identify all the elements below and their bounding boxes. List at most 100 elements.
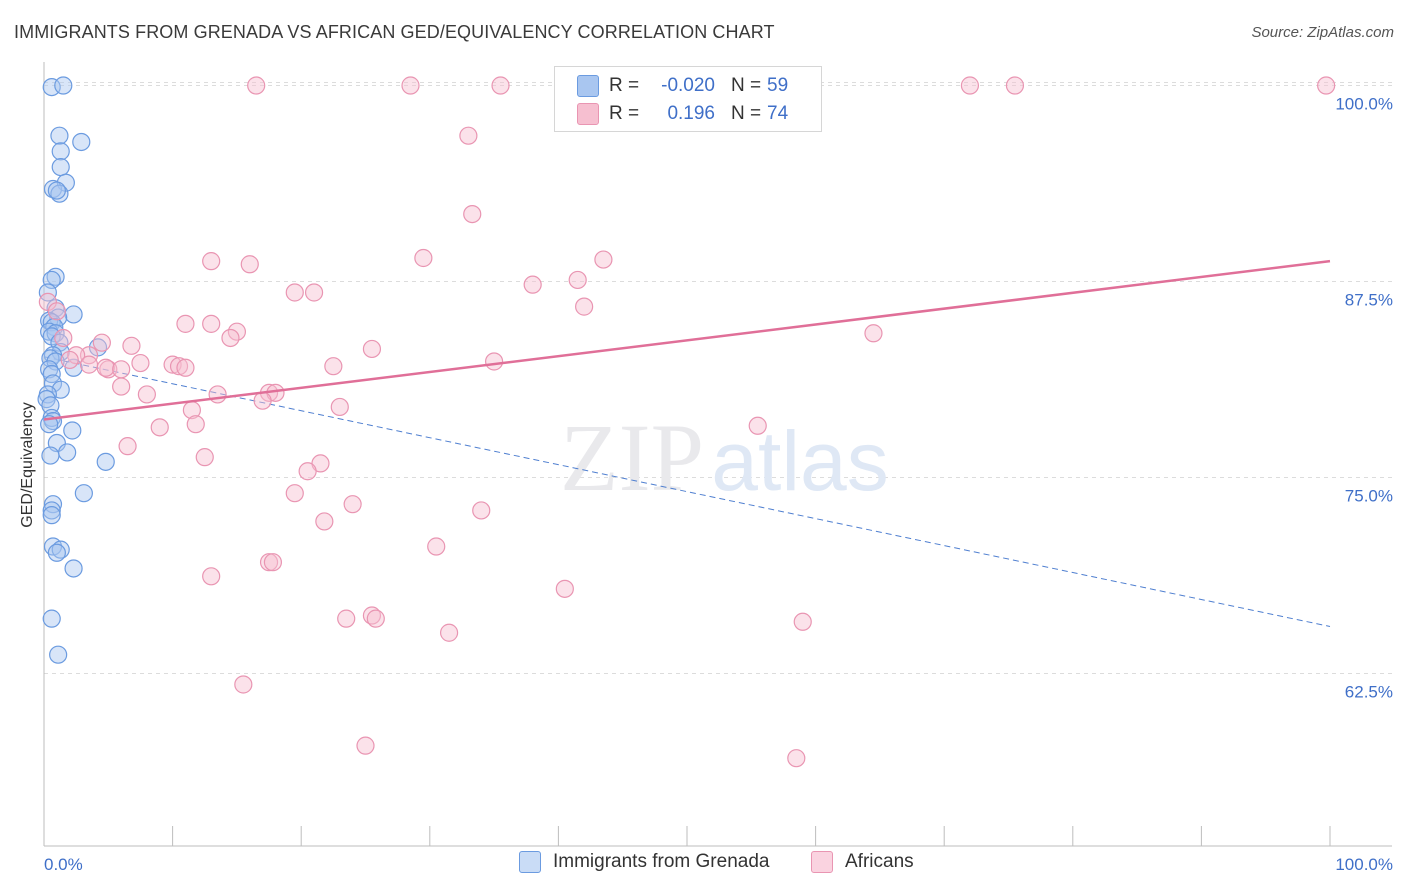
data-point-africans	[96, 358, 115, 377]
legend-label-grenada: Immigrants from Grenada	[553, 851, 770, 872]
n-label: N =	[731, 103, 762, 124]
data-point-africans	[485, 352, 504, 371]
data-point-africans	[362, 339, 382, 359]
data-point-africans	[195, 448, 214, 467]
data-point-africans	[259, 553, 279, 572]
data-point-africans	[169, 357, 189, 376]
data-point-africans	[356, 736, 375, 755]
legend-label-africans: Africans	[845, 851, 914, 872]
data-point-africans	[176, 314, 195, 333]
data-point-africans	[1317, 76, 1336, 95]
r-value: 0.196	[667, 103, 715, 124]
data-point-africans	[285, 484, 304, 503]
data-point-africans	[79, 346, 99, 365]
data-point-africans	[112, 360, 131, 379]
data-point-africans	[202, 252, 221, 271]
legend-row-africans: R = 0.196 N = 74	[577, 101, 788, 127]
series-legend: Immigrants from Grenada Africans	[0, 851, 1406, 879]
data-point-africans	[60, 350, 79, 370]
watermark-zip: ZIP	[560, 404, 704, 511]
data-point-africans	[787, 749, 806, 768]
data-point-grenada	[50, 126, 69, 145]
r-label: R =	[609, 75, 640, 96]
trend-line-africans	[43, 259, 1331, 421]
data-point-grenada	[58, 443, 77, 462]
n-value: 74	[767, 103, 789, 124]
legend-item-africans[interactable]: Africans	[811, 851, 914, 873]
data-point-grenada	[64, 559, 83, 578]
x-tick-label: 0.0%	[44, 855, 83, 874]
data-point-africans	[324, 357, 343, 376]
n-value: 59	[767, 75, 789, 96]
r-label: R =	[609, 103, 640, 124]
data-point-africans	[439, 623, 459, 642]
legend-item-grenada[interactable]: Immigrants from Grenada	[519, 851, 769, 873]
data-point-grenada	[47, 181, 66, 200]
data-point-grenada	[49, 645, 68, 664]
data-point-africans	[315, 512, 334, 531]
data-point-africans	[186, 415, 205, 434]
y-tick-labels: 62.5% 75.0% 87.5% 100.0%	[1335, 95, 1393, 702]
series-africans-points	[38, 76, 1336, 768]
y-tick-label: 62.5%	[1345, 683, 1393, 702]
data-point-africans	[263, 553, 283, 572]
data-point-africans	[150, 418, 169, 437]
trend-line-africans	[43, 259, 1331, 421]
legend-swatch-grenada	[577, 75, 599, 97]
x-tick-labels: 0.0% 100.0%	[44, 855, 1393, 874]
data-point-africans	[208, 385, 227, 404]
data-point-africans	[575, 297, 594, 316]
data-point-africans	[337, 609, 356, 628]
data-point-africans	[285, 283, 304, 302]
trend-line-grenada	[43, 356, 1331, 627]
data-point-grenada	[96, 452, 115, 471]
data-point-africans	[234, 675, 253, 694]
data-point-africans	[240, 255, 259, 274]
data-point-grenada	[42, 77, 61, 97]
data-point-africans	[253, 391, 272, 410]
legend-swatch-africans	[577, 103, 599, 125]
r-value: -0.020	[661, 75, 715, 96]
data-point-africans	[463, 204, 482, 224]
data-point-africans	[79, 355, 99, 374]
data-point-africans	[137, 385, 156, 404]
gridlines	[44, 82, 1392, 675]
data-point-africans	[864, 324, 883, 343]
y-tick-label: 100.0%	[1335, 95, 1393, 114]
data-point-grenada	[42, 364, 61, 384]
trend-line-grenada	[43, 356, 1331, 627]
data-point-africans	[176, 358, 195, 377]
data-point-africans	[118, 437, 137, 456]
axes	[43, 62, 1392, 847]
data-point-africans	[343, 495, 362, 514]
data-point-africans	[221, 328, 240, 348]
chart-title: IMMIGRANTS FROM GRENADA VS AFRICAN GED/E…	[14, 22, 775, 42]
data-point-africans	[1005, 76, 1025, 95]
data-point-grenada	[51, 157, 70, 177]
data-point-grenada	[42, 506, 61, 525]
y-axis-label: GED/Equivalency	[19, 402, 36, 527]
data-point-grenada	[38, 283, 57, 302]
series-grenada-points	[37, 76, 115, 664]
n-label: N =	[731, 75, 762, 96]
data-point-africans	[748, 416, 767, 435]
data-point-africans	[122, 336, 141, 355]
data-point-grenada	[64, 305, 83, 324]
data-point-africans	[523, 275, 542, 294]
legend-swatch-grenada	[519, 851, 541, 873]
watermark: ZIP atlas	[560, 404, 889, 511]
data-point-grenada	[41, 446, 60, 465]
data-point-africans	[793, 612, 812, 631]
data-point-africans	[330, 397, 349, 417]
data-point-africans	[304, 283, 324, 302]
data-point-africans	[92, 333, 111, 352]
data-point-africans	[247, 76, 266, 95]
data-point-grenada	[51, 142, 70, 161]
data-point-grenada	[72, 132, 91, 152]
source-credit: Source: ZipAtlas.com	[1251, 24, 1394, 41]
data-point-africans	[568, 270, 587, 290]
data-point-africans	[366, 609, 385, 628]
data-point-grenada	[63, 421, 82, 440]
data-point-africans	[401, 76, 420, 95]
